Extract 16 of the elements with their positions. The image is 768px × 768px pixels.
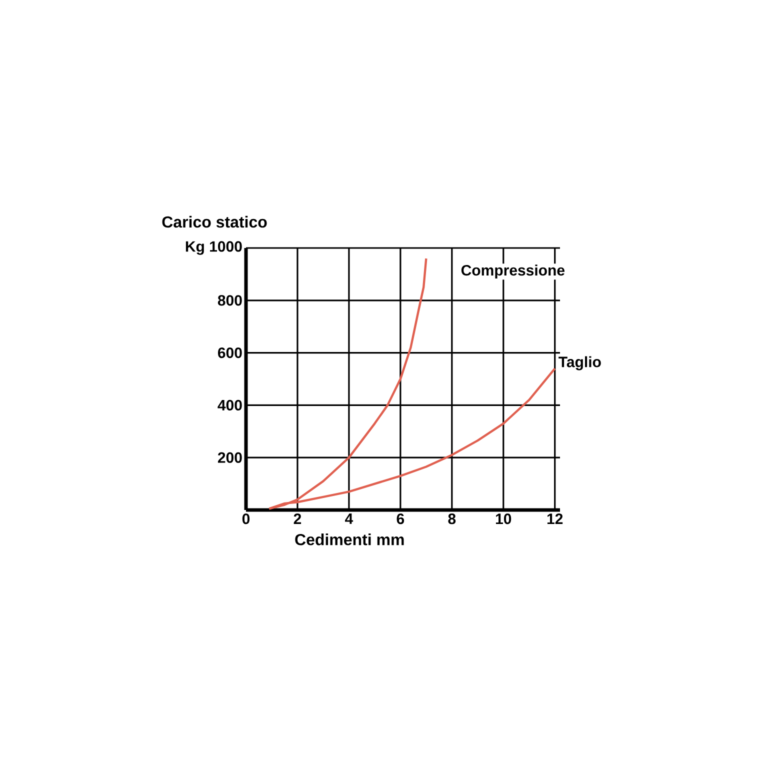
x-tick-label: 0 bbox=[242, 514, 250, 524]
y-axis-title: Carico statico bbox=[162, 216, 267, 228]
y-tick-label: 800 bbox=[218, 295, 242, 306]
y-tick-label: Kg 1000 bbox=[186, 241, 242, 255]
x-tick-label: 2 bbox=[294, 514, 302, 524]
x-tick-label: 10 bbox=[496, 514, 512, 524]
y-tick-label: 400 bbox=[218, 400, 242, 410]
x-tick-label: 8 bbox=[448, 514, 456, 524]
x-tick-label: 4 bbox=[345, 514, 354, 524]
y-tick-label: 200 bbox=[218, 452, 242, 463]
x-tick-label: 6 bbox=[396, 514, 404, 524]
series-label: Taglio bbox=[558, 356, 601, 370]
text: Compressione bbox=[461, 264, 565, 279]
x-tick-label: 12 bbox=[547, 514, 563, 524]
x-axis-title: Cedimenti mm bbox=[295, 534, 404, 546]
y-tick-label: 600 bbox=[218, 347, 242, 358]
